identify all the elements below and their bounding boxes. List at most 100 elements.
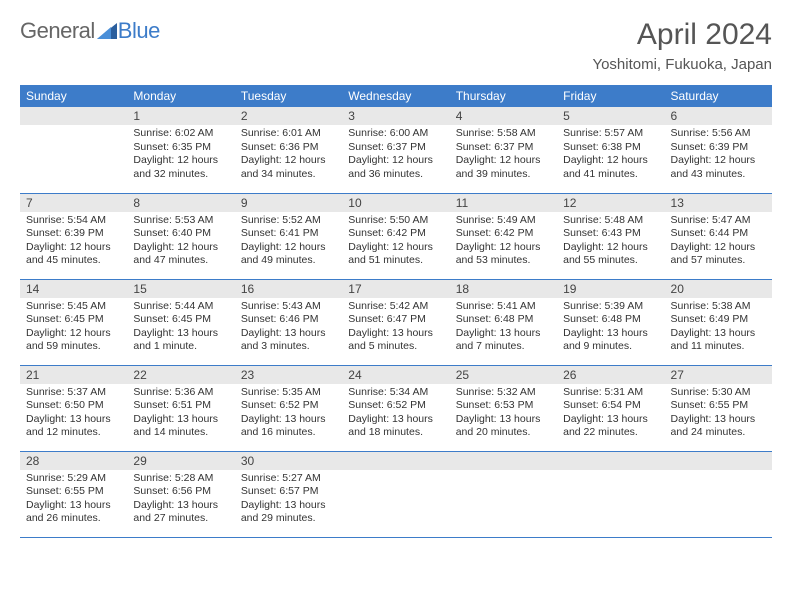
day-info-line: and 43 minutes. — [671, 168, 766, 182]
day-info-line: Sunset: 6:39 PM — [26, 227, 121, 241]
day-number: 9 — [235, 194, 342, 212]
day-number: 1 — [127, 107, 234, 125]
day-content: Sunrise: 5:29 AMSunset: 6:55 PMDaylight:… — [20, 470, 127, 531]
day-number: 14 — [20, 280, 127, 298]
day-number: 3 — [342, 107, 449, 125]
day-info-line: and 45 minutes. — [26, 254, 121, 268]
title-block: April 2024 Yoshitomi, Fukuoka, Japan — [592, 18, 772, 73]
day-info-line: Sunrise: 5:34 AM — [348, 386, 443, 400]
day-number: 7 — [20, 194, 127, 212]
calendar-day-cell: 24Sunrise: 5:34 AMSunset: 6:52 PMDayligh… — [342, 365, 449, 451]
day-info-line: and 57 minutes. — [671, 254, 766, 268]
day-content: Sunrise: 5:36 AMSunset: 6:51 PMDaylight:… — [127, 384, 234, 445]
logo-text-general: General — [20, 18, 95, 44]
day-info-line: Sunset: 6:54 PM — [563, 399, 658, 413]
day-content: Sunrise: 5:37 AMSunset: 6:50 PMDaylight:… — [20, 384, 127, 445]
day-info-line: and 47 minutes. — [133, 254, 228, 268]
day-number: 26 — [557, 366, 664, 384]
weekday-header: Sunday — [20, 85, 127, 107]
day-content: Sunrise: 5:47 AMSunset: 6:44 PMDaylight:… — [665, 212, 772, 273]
day-number: 18 — [450, 280, 557, 298]
day-info-line: Daylight: 13 hours — [26, 413, 121, 427]
day-content: Sunrise: 6:00 AMSunset: 6:37 PMDaylight:… — [342, 125, 449, 186]
day-content: Sunrise: 6:02 AMSunset: 6:35 PMDaylight:… — [127, 125, 234, 186]
calendar-day-cell: 5Sunrise: 5:57 AMSunset: 6:38 PMDaylight… — [557, 107, 664, 193]
day-number: 20 — [665, 280, 772, 298]
day-number — [20, 107, 127, 125]
day-info-line: Sunrise: 5:48 AM — [563, 214, 658, 228]
calendar-week-row: 28Sunrise: 5:29 AMSunset: 6:55 PMDayligh… — [20, 451, 772, 537]
day-info-line: and 36 minutes. — [348, 168, 443, 182]
day-info-line: Daylight: 13 hours — [241, 499, 336, 513]
day-info-line: Daylight: 12 hours — [671, 154, 766, 168]
day-content: Sunrise: 5:57 AMSunset: 6:38 PMDaylight:… — [557, 125, 664, 186]
calendar-day-cell: 8Sunrise: 5:53 AMSunset: 6:40 PMDaylight… — [127, 193, 234, 279]
day-info-line: Sunset: 6:42 PM — [456, 227, 551, 241]
day-content: Sunrise: 5:34 AMSunset: 6:52 PMDaylight:… — [342, 384, 449, 445]
day-info-line: Daylight: 13 hours — [456, 413, 551, 427]
calendar-day-cell: 3Sunrise: 6:00 AMSunset: 6:37 PMDaylight… — [342, 107, 449, 193]
day-content: Sunrise: 5:30 AMSunset: 6:55 PMDaylight:… — [665, 384, 772, 445]
day-info-line: and 16 minutes. — [241, 426, 336, 440]
day-content: Sunrise: 5:38 AMSunset: 6:49 PMDaylight:… — [665, 298, 772, 359]
day-info-line: and 39 minutes. — [456, 168, 551, 182]
day-number: 8 — [127, 194, 234, 212]
calendar-day-cell: 22Sunrise: 5:36 AMSunset: 6:51 PMDayligh… — [127, 365, 234, 451]
day-content: Sunrise: 5:35 AMSunset: 6:52 PMDaylight:… — [235, 384, 342, 445]
day-number: 17 — [342, 280, 449, 298]
day-info-line: Sunrise: 5:41 AM — [456, 300, 551, 314]
day-content: Sunrise: 5:43 AMSunset: 6:46 PMDaylight:… — [235, 298, 342, 359]
calendar-day-cell: 16Sunrise: 5:43 AMSunset: 6:46 PMDayligh… — [235, 279, 342, 365]
day-info-line: Sunset: 6:43 PM — [563, 227, 658, 241]
day-number: 13 — [665, 194, 772, 212]
day-content: Sunrise: 5:41 AMSunset: 6:48 PMDaylight:… — [450, 298, 557, 359]
day-info-line: Sunrise: 5:43 AM — [241, 300, 336, 314]
calendar-day-cell: 1Sunrise: 6:02 AMSunset: 6:35 PMDaylight… — [127, 107, 234, 193]
day-number: 25 — [450, 366, 557, 384]
day-number: 19 — [557, 280, 664, 298]
calendar-day-cell: 4Sunrise: 5:58 AMSunset: 6:37 PMDaylight… — [450, 107, 557, 193]
calendar-day-cell: 15Sunrise: 5:44 AMSunset: 6:45 PMDayligh… — [127, 279, 234, 365]
day-number: 21 — [20, 366, 127, 384]
calendar-day-cell: 21Sunrise: 5:37 AMSunset: 6:50 PMDayligh… — [20, 365, 127, 451]
day-info-line: Daylight: 13 hours — [26, 499, 121, 513]
day-info-line: Sunrise: 6:02 AM — [133, 127, 228, 141]
day-info-line: Sunrise: 6:01 AM — [241, 127, 336, 141]
day-info-line: and 59 minutes. — [26, 340, 121, 354]
calendar-body: 1Sunrise: 6:02 AMSunset: 6:35 PMDaylight… — [20, 107, 772, 537]
calendar-table: SundayMondayTuesdayWednesdayThursdayFrid… — [20, 85, 772, 538]
day-content: Sunrise: 5:39 AMSunset: 6:48 PMDaylight:… — [557, 298, 664, 359]
day-info-line: Sunrise: 5:37 AM — [26, 386, 121, 400]
day-info-line: Sunset: 6:44 PM — [671, 227, 766, 241]
calendar-empty-cell — [450, 451, 557, 537]
day-info-line: and 14 minutes. — [133, 426, 228, 440]
day-number: 29 — [127, 452, 234, 470]
day-info-line: Sunrise: 5:29 AM — [26, 472, 121, 486]
day-info-line: Sunset: 6:40 PM — [133, 227, 228, 241]
day-content: Sunrise: 5:54 AMSunset: 6:39 PMDaylight:… — [20, 212, 127, 273]
day-info-line: Daylight: 12 hours — [133, 241, 228, 255]
logo-text-blue: Blue — [118, 18, 160, 44]
day-content: Sunrise: 5:53 AMSunset: 6:40 PMDaylight:… — [127, 212, 234, 273]
day-content: Sunrise: 5:58 AMSunset: 6:37 PMDaylight:… — [450, 125, 557, 186]
day-info-line: Sunset: 6:53 PM — [456, 399, 551, 413]
day-info-line: Daylight: 13 hours — [348, 327, 443, 341]
day-content: Sunrise: 5:48 AMSunset: 6:43 PMDaylight:… — [557, 212, 664, 273]
calendar-day-cell: 9Sunrise: 5:52 AMSunset: 6:41 PMDaylight… — [235, 193, 342, 279]
day-info-line: and 1 minute. — [133, 340, 228, 354]
calendar-day-cell: 11Sunrise: 5:49 AMSunset: 6:42 PMDayligh… — [450, 193, 557, 279]
day-info-line: Daylight: 12 hours — [671, 241, 766, 255]
day-info-line: Sunrise: 5:35 AM — [241, 386, 336, 400]
weekday-header: Saturday — [665, 85, 772, 107]
day-content — [665, 470, 772, 476]
month-title: April 2024 — [592, 18, 772, 52]
day-info-line: Sunset: 6:55 PM — [671, 399, 766, 413]
day-info-line: Sunset: 6:45 PM — [133, 313, 228, 327]
day-info-line: and 5 minutes. — [348, 340, 443, 354]
day-info-line: Sunrise: 5:53 AM — [133, 214, 228, 228]
day-number: 6 — [665, 107, 772, 125]
calendar-day-cell: 6Sunrise: 5:56 AMSunset: 6:39 PMDaylight… — [665, 107, 772, 193]
day-info-line: and 34 minutes. — [241, 168, 336, 182]
day-info-line: Daylight: 13 hours — [133, 499, 228, 513]
day-info-line: Sunset: 6:50 PM — [26, 399, 121, 413]
